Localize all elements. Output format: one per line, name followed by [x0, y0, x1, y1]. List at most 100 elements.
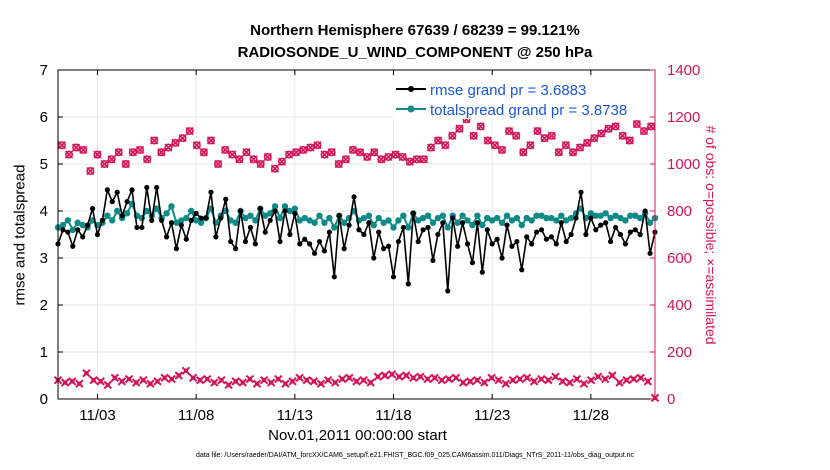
- obs-possible-point: [583, 138, 592, 147]
- rmse-point: [302, 236, 308, 242]
- x-tick-label: 11/18: [375, 407, 411, 424]
- obs-possible-point: [540, 134, 549, 143]
- rmse-point: [499, 255, 505, 261]
- totalspread-point: [439, 212, 447, 219]
- obs-possible-point: [100, 159, 109, 169]
- totalspread-point: [64, 217, 72, 224]
- totalspread-point: [370, 221, 377, 229]
- rmse-point: [356, 227, 362, 233]
- rmse-point: [479, 269, 485, 275]
- obs-assimilated-point: [366, 378, 375, 387]
- totalspread-point: [646, 219, 654, 226]
- obs-assimilated-point: [245, 374, 255, 384]
- obs-possible-point: [512, 131, 521, 140]
- y-left-tick-label: 3: [40, 250, 48, 267]
- obs-possible-point: [497, 145, 507, 154]
- obs-assimilated-point: [565, 378, 574, 387]
- totalspread-point: [380, 219, 387, 226]
- obs-assimilated-point: [551, 372, 560, 381]
- obs-assimilated-point: [146, 379, 155, 388]
- obs-assimilated-point: [345, 373, 354, 383]
- obs-assimilated-point: [338, 374, 347, 384]
- rmse-point: [331, 274, 337, 280]
- y-left-tick-label: 7: [40, 62, 48, 79]
- rmse-point: [193, 210, 199, 216]
- obs-assimilated-point: [515, 374, 525, 384]
- obs-possible-point: [391, 150, 400, 159]
- rmse-point: [188, 217, 194, 223]
- rmse-point: [598, 222, 604, 228]
- rmse-point: [252, 241, 258, 247]
- y-right-tick-label: 600: [667, 250, 692, 267]
- rmse-point: [242, 238, 249, 245]
- obs-assimilated-point: [131, 378, 141, 387]
- legend-rmse-marker: [408, 86, 414, 92]
- totalspread-point: [114, 207, 121, 215]
- rmse-point: [494, 236, 500, 242]
- rmse-point: [114, 189, 120, 195]
- obs-possible-point: [192, 141, 201, 150]
- totalspread-point: [153, 205, 160, 212]
- obs-assimilated-point: [68, 377, 77, 386]
- obs-possible-point: [561, 141, 570, 150]
- rmse-point: [410, 210, 416, 216]
- totalspread-point: [523, 214, 530, 222]
- chart-subtitle: RADIOSONDE_U_WIND_COMPONENT @ 250 hPa: [237, 44, 593, 61]
- totalspread-point: [602, 210, 609, 217]
- rmse-point: [346, 222, 352, 228]
- totalspread-point: [562, 217, 570, 224]
- obs-assimilated-point: [466, 377, 475, 386]
- rmse-point: [178, 222, 184, 228]
- totalspread-point: [286, 207, 294, 215]
- rmse-point: [361, 231, 367, 238]
- totalspread-point: [360, 214, 368, 222]
- y-left-tick-label: 1: [40, 344, 48, 361]
- y-left-tick-label: 4: [40, 203, 48, 220]
- obs-assimilated-point: [402, 371, 411, 380]
- obs-possible-point: [412, 155, 421, 164]
- rmse-point: [548, 234, 554, 240]
- totalspread-point: [79, 221, 86, 229]
- obs-assimilated-point: [359, 375, 368, 385]
- obs-possible-point: [334, 159, 343, 169]
- rmse-point: [455, 243, 461, 249]
- obs-assimilated-point: [629, 374, 638, 384]
- obs-assimilated-point: [579, 379, 589, 388]
- obs-assimilated-point: [323, 375, 333, 385]
- rmse-point: [366, 220, 372, 226]
- obs-possible-point: [405, 157, 414, 166]
- totalspread-point: [548, 214, 555, 222]
- rmse-point: [80, 234, 86, 240]
- obs-possible-point: [363, 152, 372, 162]
- obs-assimilated-point: [174, 371, 184, 380]
- rmse-point: [233, 246, 239, 252]
- totalspread-point: [375, 214, 382, 222]
- rmse-point: [351, 194, 357, 200]
- obs-assimilated-point: [572, 374, 582, 384]
- rmse-point: [183, 236, 189, 242]
- rmse-point: [89, 206, 96, 212]
- obs-possible-point: [533, 127, 542, 136]
- y-left-tick-label: 2: [40, 297, 48, 314]
- totalspread-point: [498, 219, 506, 226]
- obs-assimilated-point: [593, 372, 603, 381]
- totalspread-point: [59, 221, 67, 229]
- obs-possible-point: [554, 148, 563, 157]
- obs-assimilated-point: [458, 378, 468, 387]
- obs-possible-point: [476, 122, 485, 131]
- obs-assimilated-point: [238, 378, 247, 387]
- rmse-point: [509, 243, 515, 249]
- rmse-point: [287, 231, 293, 238]
- obs-possible-point: [576, 143, 585, 152]
- legend-box: [392, 77, 648, 119]
- rmse-point: [415, 238, 421, 245]
- totalspread-point: [553, 217, 560, 224]
- rmse-point: [311, 250, 318, 256]
- rmse-point: [282, 208, 288, 214]
- totalspread-point: [444, 224, 451, 231]
- obs-possible-point: [242, 148, 251, 157]
- y-right-tick-label: 1400: [667, 62, 700, 79]
- obs-possible-point: [292, 148, 301, 157]
- obs-possible-point: [270, 164, 279, 173]
